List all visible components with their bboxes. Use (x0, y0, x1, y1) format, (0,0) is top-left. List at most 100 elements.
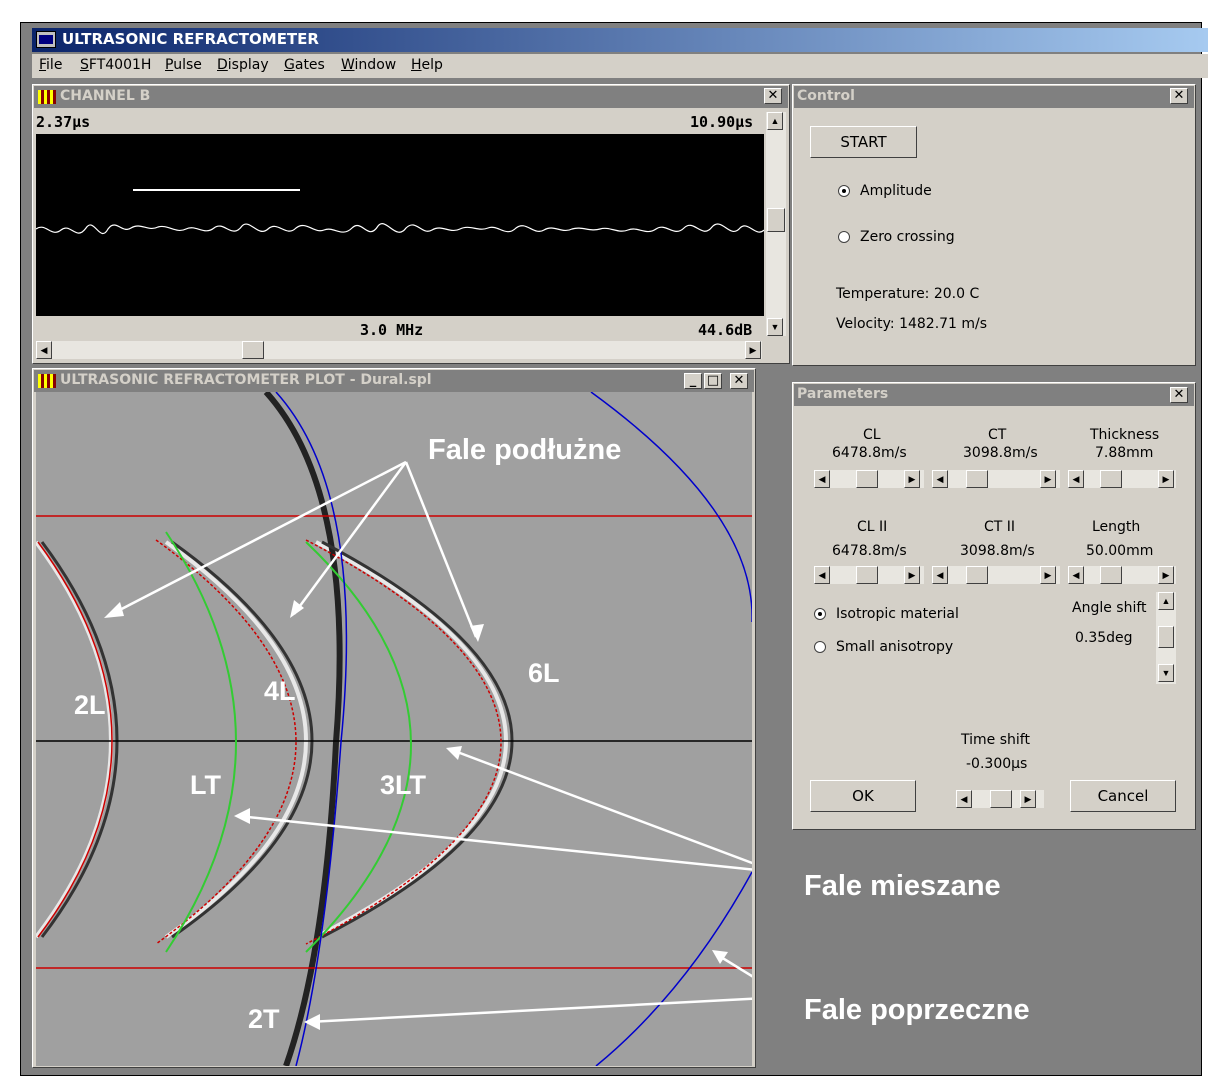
anisotropy-label: Small anisotropy (836, 639, 954, 655)
menu-file[interactable]: File (39, 57, 63, 73)
angle-shift-thumb[interactable] (1158, 626, 1174, 648)
label-2t: 2T (248, 1004, 280, 1034)
channel-frequency: 3.0 MHz (360, 321, 424, 339)
ctii-label: CT II (984, 519, 1016, 535)
label-lt: LT (190, 770, 221, 800)
menu-help[interactable]: Help (411, 57, 443, 73)
ok-button[interactable]: OK (810, 780, 916, 812)
thickness-slider-track[interactable] (1068, 470, 1176, 488)
ctii-slider-thumb[interactable] (966, 566, 988, 584)
label-6l: 6L (528, 658, 560, 688)
menu-window[interactable]: Window (341, 57, 397, 73)
angle-shift-down[interactable]: ▼ (1158, 664, 1174, 682)
ct-slider-right[interactable]: ▶ (1040, 470, 1056, 488)
annotation-fale-poprzeczne: Fale poprzeczne (804, 994, 1030, 1026)
arrow-fpop-outer (715, 952, 752, 978)
time-shift-thumb[interactable] (990, 790, 1012, 808)
length-slider-thumb[interactable] (1100, 566, 1122, 584)
anisotropy-radio[interactable] (814, 641, 826, 653)
channel-title: CHANNEL B (60, 88, 151, 104)
parameters-close-button[interactable]: ✕ (1170, 387, 1188, 403)
menu-pulse[interactable]: Pulse (165, 57, 202, 73)
clii-slider-left[interactable]: ◀ (814, 566, 830, 584)
thickness-slider-right[interactable]: ▶ (1158, 470, 1174, 488)
ctii-slider-left[interactable]: ◀ (932, 566, 948, 584)
arrowhead-lt (234, 808, 250, 824)
arrow-fp-6l (404, 461, 478, 638)
arrow-fm-lt (237, 814, 752, 871)
fit-2t (275, 392, 348, 1066)
time-shift-left[interactable]: ◀ (956, 790, 972, 808)
length-slider-right[interactable]: ▶ (1158, 566, 1174, 584)
channel-close-button[interactable]: ✕ (764, 88, 782, 104)
cl-slider-right[interactable]: ▶ (904, 470, 920, 488)
plot-area (36, 392, 752, 1066)
fit-4l (155, 539, 297, 945)
arrow-fp-4l (292, 461, 408, 615)
arrowhead-6l (470, 624, 484, 642)
length-value: 50.00mm (1086, 543, 1154, 559)
cl-label: CL (863, 427, 881, 443)
clii-slider-thumb[interactable] (856, 566, 878, 584)
length-label: Length (1092, 519, 1141, 535)
time-shift-right[interactable]: ▶ (1020, 790, 1036, 808)
cancel-button[interactable]: Cancel (1070, 780, 1176, 812)
arrow-fpop-2t (307, 997, 752, 1024)
cl-slider-left[interactable]: ◀ (814, 470, 830, 488)
echo-2l-dark (40, 541, 119, 938)
plot-maximize-button[interactable]: □ (704, 373, 722, 389)
menu-gates[interactable]: Gates (284, 57, 325, 73)
zero-crossing-label: Zero crossing (860, 229, 955, 245)
app-icon (36, 31, 56, 48)
echo-4l-dark (171, 540, 314, 939)
cl-slider-thumb[interactable] (856, 470, 878, 488)
channel-hscroll-right[interactable]: ▶ (745, 341, 761, 359)
ct-slider-thumb[interactable] (966, 470, 988, 488)
length-slider-left[interactable]: ◀ (1068, 566, 1084, 584)
clii-value: 6478.8m/s (832, 543, 907, 559)
zero-crossing-radio[interactable] (838, 231, 850, 243)
fit-6l (305, 539, 502, 945)
parameters-window (792, 382, 1196, 830)
channel-vscroll-down[interactable]: ▼ (767, 318, 783, 336)
isotropic-radio[interactable] (814, 608, 826, 620)
control-close-button[interactable]: ✕ (1170, 88, 1188, 104)
annotation-fale-podluzne: Fale podłużne (428, 434, 622, 466)
channel-hscroll-left[interactable]: ◀ (36, 341, 52, 359)
length-slider-track[interactable] (1068, 566, 1176, 584)
thickness-value: 7.88mm (1095, 445, 1154, 461)
app-titlebar (32, 28, 1208, 52)
angle-shift-up[interactable]: ▲ (1158, 592, 1174, 610)
arrowhead-3lt (446, 746, 462, 760)
ctii-slider-right[interactable]: ▶ (1040, 566, 1056, 584)
plot-close-button[interactable]: ✕ (730, 373, 748, 389)
thickness-slider-left[interactable]: ◀ (1068, 470, 1084, 488)
channel-hscroll-track[interactable] (36, 341, 762, 359)
cl-value: 6478.8m/s (832, 445, 907, 461)
channel-vscroll-thumb[interactable] (767, 208, 785, 232)
ct-slider-track[interactable] (932, 470, 1060, 488)
control-title: Control (797, 88, 855, 104)
fit-2t-outer-bottom (595, 871, 752, 1066)
channel-hscroll-thumb[interactable] (242, 341, 264, 359)
isotropic-label: Isotropic material (836, 606, 959, 622)
start-button[interactable]: START (810, 126, 917, 158)
time-shift-value: -0.300µs (966, 756, 1028, 772)
menu-display[interactable]: Display (217, 57, 269, 73)
menu-sft4001h[interactable]: SFT4001H (80, 57, 152, 73)
thickness-slider-thumb[interactable] (1100, 470, 1122, 488)
plot-minimize-button[interactable]: _ (684, 373, 702, 389)
channel-icon (38, 90, 56, 104)
amplitude-radio[interactable] (838, 185, 850, 197)
ctii-slider-track[interactable] (932, 566, 1060, 584)
clii-slider-right[interactable]: ▶ (904, 566, 920, 584)
arrowhead-4l (290, 600, 304, 618)
time-shift-label: Time shift (961, 732, 1030, 748)
amplitude-label: Amplitude (860, 183, 932, 199)
channel-time-end: 10.90µs (690, 113, 754, 131)
channel-vscroll-up[interactable]: ▲ (767, 112, 783, 130)
echo-2l-shadow (36, 540, 113, 939)
plot-title: ULTRASONIC REFRACTOMETER PLOT - Dural.sp… (60, 372, 432, 388)
ct-slider-left[interactable]: ◀ (932, 470, 948, 488)
velocity-text: Velocity: 1482.71 m/s (836, 316, 988, 332)
